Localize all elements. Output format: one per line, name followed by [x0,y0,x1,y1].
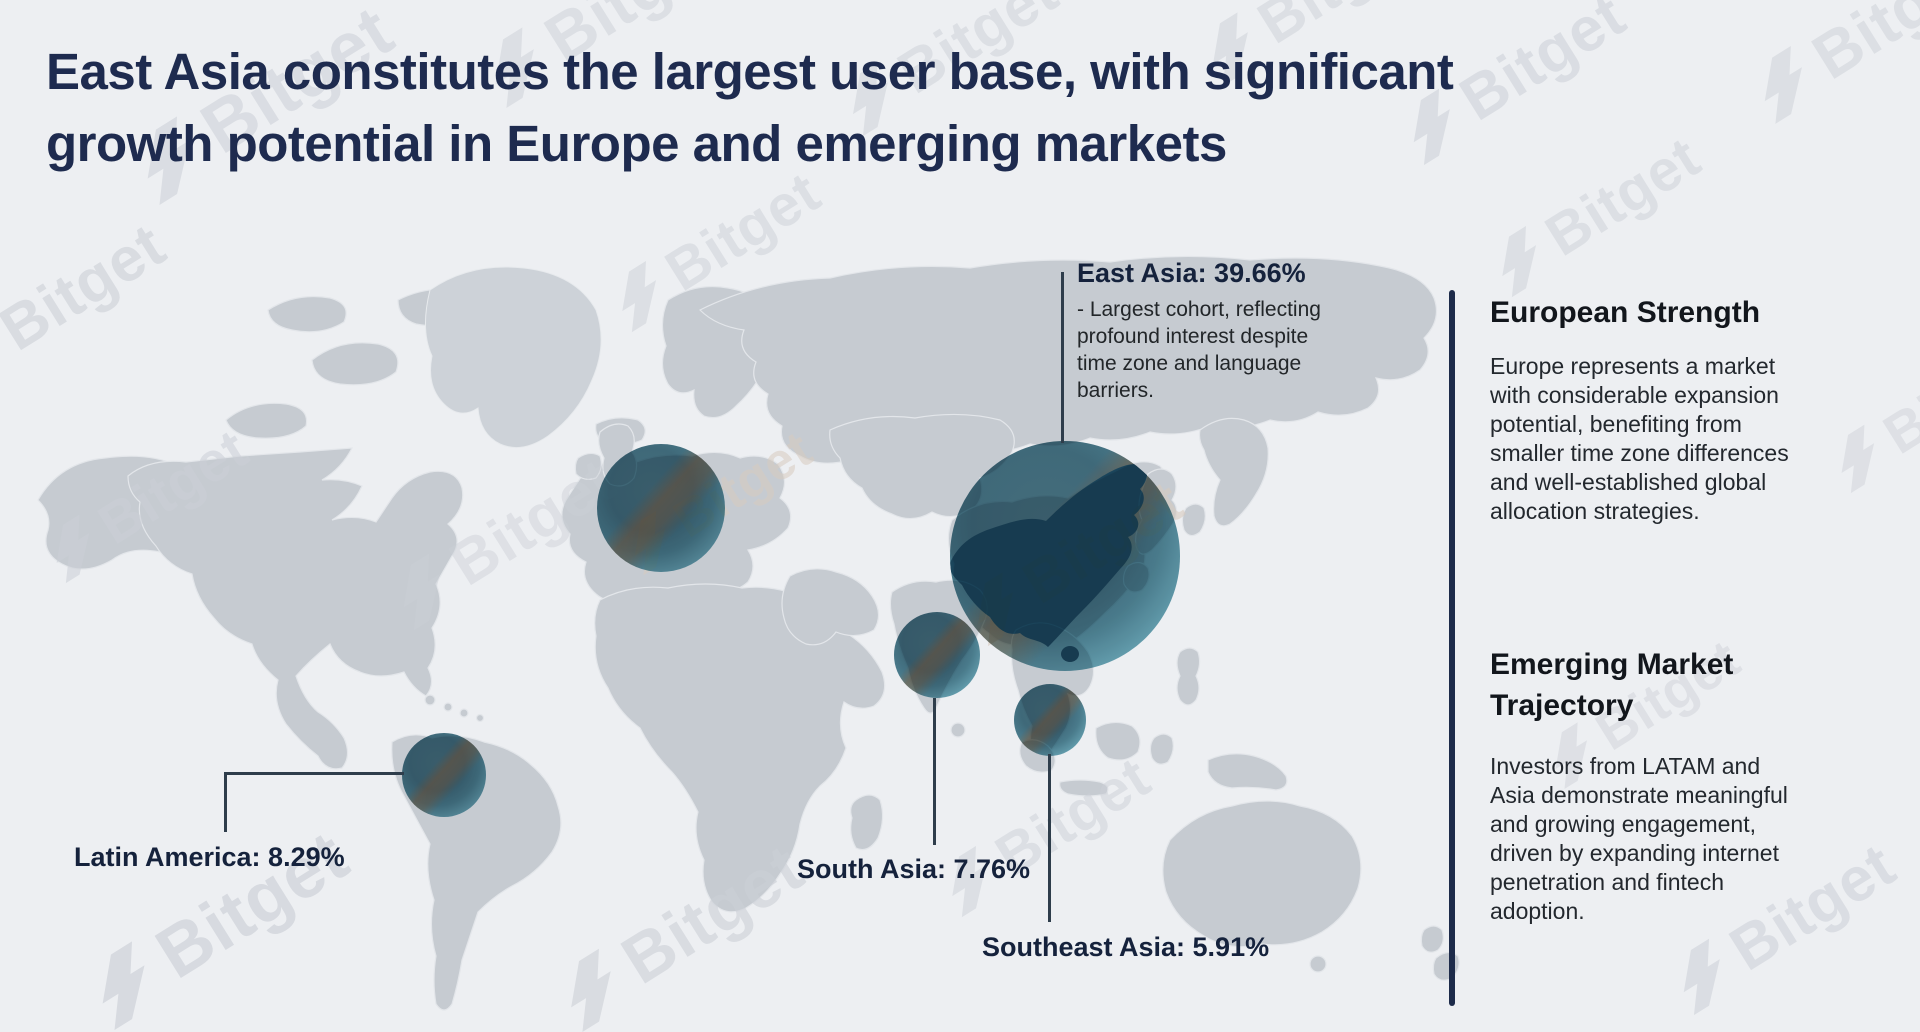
bitget-watermark: Bitget [930,744,1162,924]
label-east-asia: East Asia: 39.66% [1077,258,1306,288]
page-title: East Asia constitutes the largest user b… [46,43,1454,173]
bitget-logo-icon [147,116,190,206]
bitget-logo-icon [1212,12,1248,87]
bitget-watermark: Bitget [1660,830,1908,1021]
bitget-logo-icon [102,941,145,1031]
bitget-logo-icon [495,26,534,109]
bitget-watermark: Bitget [1535,628,1751,795]
sidebar-divider [1449,290,1455,1006]
bitget-logo-icon [403,553,440,631]
bubble-southeast-asia [1014,684,1086,756]
sidebar-body-emerging-market: Investors from LATAM and Asia demonstrat… [1490,753,1788,924]
china-silhouette [950,464,1147,662]
bitget-logo-icon [56,514,90,584]
label-southeast-asia: Southeast Asia: 5.91% [982,932,1270,962]
bitget-watermark: Bitget [35,416,259,590]
bitget-watermark: Bitget [75,815,362,1032]
note-east-asia: - Largest cohort, reflecting profound in… [1077,298,1321,402]
connector-southeast-asia [1048,754,1051,922]
bitget-logo-icon [852,62,888,137]
bitget-watermark: Bitget [1390,0,1638,171]
bitget-watermark: Bitget [1820,326,1920,500]
bitget-logo-icon [622,260,656,333]
connector-east-asia [1061,272,1064,443]
sidebar-heading-emerging-market: Emerging Market Trajectory [1490,648,1734,722]
continent-oceania [1162,800,1460,981]
sidebar-heading-european-strength: European Strength [1490,296,1761,329]
connector-south-asia [933,698,936,845]
bubble-latin-america [402,733,486,817]
bitget-watermark: Bitget [120,0,407,212]
bitget-watermark: Bitget [1190,0,1430,92]
bubble-east-asia [950,441,1180,671]
connector-latin-america-vertical [224,772,227,832]
connector-latin-america-horizontal [224,772,404,775]
bitget-logo-icon [1502,225,1536,298]
bitget-logo-icon [1683,938,1720,1016]
sidebar-body-european-strength: Europe represents a market with consider… [1490,353,1789,524]
bitget-watermark: Bitget [1480,124,1712,304]
bitget-logo-icon [1413,88,1450,166]
bitget-logo-icon [1555,722,1588,790]
bubble-south-asia [894,612,980,698]
label-south-asia: South Asia: 7.76% [797,854,1031,884]
bitget-logo-icon [1841,424,1875,494]
bitget-watermark: Bitget [600,159,832,339]
label-latin-america: Latin America: 8.29% [74,842,345,872]
bitget-watermark: Bitget [1740,0,1920,131]
bitget-watermark: Bitget [830,0,1070,142]
bitget-watermark: Bitget [470,0,734,115]
bitget-logo-icon [1764,45,1802,125]
bitget-watermark: Bitget [545,829,817,1032]
bitget-logo-icon [952,845,986,918]
bitget-logo-icon [571,948,611,1032]
bubble-europe [597,444,725,572]
bitget-watermark: Bitget [380,445,628,636]
